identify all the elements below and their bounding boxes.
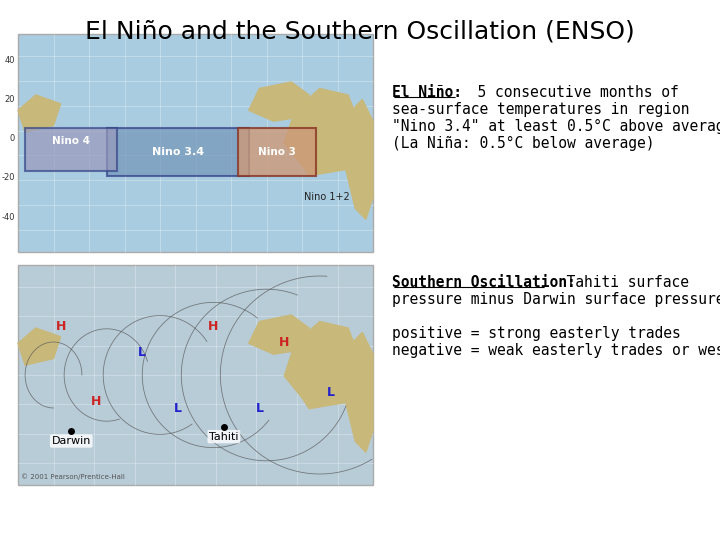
Bar — [238, 128, 316, 176]
Text: El Niño:: El Niño: — [392, 85, 462, 100]
Text: Nino 4: Nino 4 — [53, 136, 90, 146]
Bar — [18, 265, 373, 485]
Text: 40: 40 — [4, 56, 15, 65]
Text: 0: 0 — [10, 134, 15, 143]
Text: H: H — [208, 320, 218, 333]
Polygon shape — [284, 321, 362, 409]
Text: 20: 20 — [4, 95, 15, 104]
Text: "Nino 3.4" at least 0.5°C above average: "Nino 3.4" at least 0.5°C above average — [392, 119, 720, 134]
Text: sea-surface temperatures in region: sea-surface temperatures in region — [392, 102, 690, 117]
Text: Nino 3.4: Nino 3.4 — [152, 147, 204, 157]
Text: H: H — [55, 320, 66, 333]
Text: Tahiti surface: Tahiti surface — [549, 275, 689, 290]
Text: Darwin: Darwin — [52, 436, 91, 446]
Polygon shape — [345, 333, 373, 453]
Text: -40: -40 — [1, 213, 15, 221]
Polygon shape — [345, 99, 373, 219]
Text: L: L — [138, 347, 146, 360]
Text: L: L — [256, 402, 264, 415]
Text: 5 consecutive months of: 5 consecutive months of — [460, 85, 679, 100]
Text: H: H — [279, 335, 289, 348]
Polygon shape — [18, 328, 60, 365]
Text: negative = weak easterly trades or westerlies: negative = weak easterly trades or weste… — [392, 343, 720, 358]
Text: L: L — [326, 386, 334, 399]
Bar — [25, 128, 117, 171]
Polygon shape — [18, 95, 60, 132]
Text: El Niño and the Southern Oscillation (ENSO): El Niño and the Southern Oscillation (EN… — [85, 20, 635, 44]
Text: © 2001 Pearson/Prentice-Hall: © 2001 Pearson/Prentice-Hall — [21, 474, 125, 480]
Polygon shape — [248, 82, 309, 121]
Text: Nino 3: Nino 3 — [258, 147, 296, 157]
Text: Nino 1+2: Nino 1+2 — [304, 192, 350, 202]
Text: L: L — [174, 402, 181, 415]
Text: Southern Oscillation:: Southern Oscillation: — [392, 275, 576, 290]
Text: pressure minus Darwin surface pressure: pressure minus Darwin surface pressure — [392, 292, 720, 307]
Polygon shape — [284, 89, 362, 176]
Bar — [18, 34, 373, 252]
Text: (La Niña: 0.5°C below average): (La Niña: 0.5°C below average) — [392, 136, 654, 151]
Polygon shape — [248, 315, 309, 354]
Bar — [107, 128, 248, 176]
Text: -20: -20 — [1, 173, 15, 183]
Text: Tahiti: Tahiti — [209, 431, 238, 442]
Text: positive = strong easterly trades: positive = strong easterly trades — [392, 326, 680, 341]
Text: H: H — [91, 395, 102, 408]
